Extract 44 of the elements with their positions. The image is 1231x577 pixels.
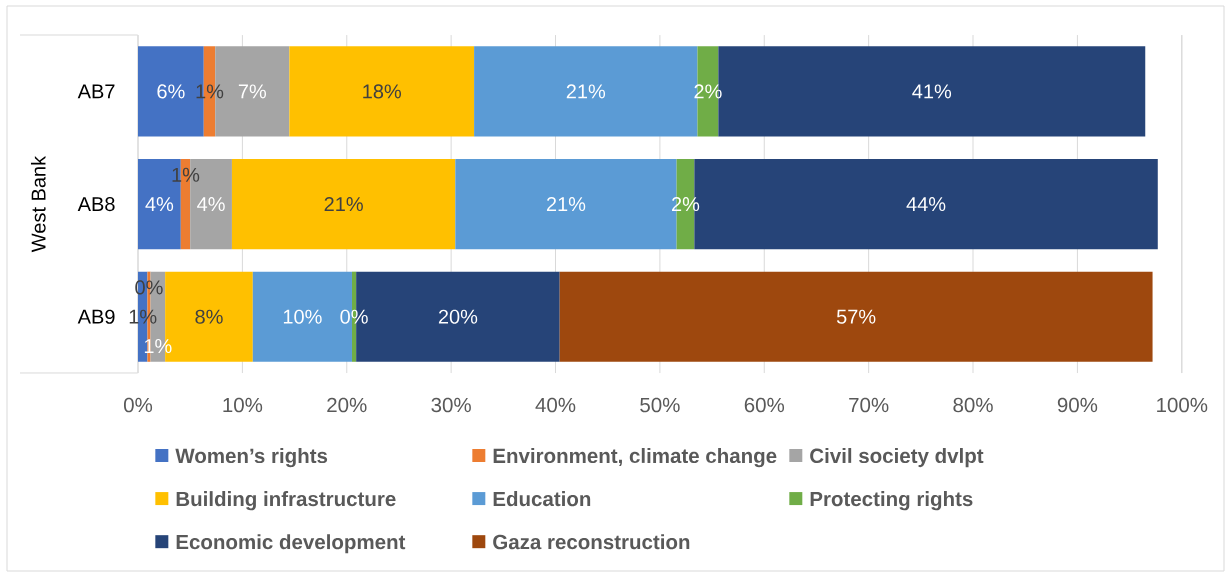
data-label: 20% [438,309,478,324]
legend-label: Protecting rights [810,491,973,511]
x-tick-label: 40% [535,397,576,413]
bar [559,271,1153,362]
x-tick-label: 20% [327,397,367,413]
x-tick-label: 0% [123,397,153,413]
legend-label: Economic development [176,534,406,554]
data-label: 8% [195,309,223,324]
y-tick-label: AB8 [77,196,115,212]
data-label: 0% [135,280,163,295]
legend-label: Gaza reconstruction [493,534,690,550]
y-tick-label: AB7 [77,84,115,99]
data-label: 21% [566,84,606,99]
data-label: 21% [324,197,363,212]
data-label: 18% [363,84,402,99]
x-tick-label: 50% [640,397,680,413]
legend-label: Environment, climate change [493,448,777,468]
legend-label: Women’s rights [175,448,328,468]
data-label: 1% [129,309,157,324]
legend-label: Education [493,491,591,507]
bar [289,46,475,137]
data-label: 7% [238,84,267,99]
data-label: 4% [197,197,225,212]
y-tick-label: AB9 [77,309,115,324]
x-tick-label: 70% [849,397,889,413]
x-tick-label: 60% [744,397,785,413]
data-label: 41% [912,84,952,99]
x-tick-label: 80% [953,397,993,413]
x-tick-label: 90% [1057,397,1098,413]
data-label: 6% [157,84,185,99]
x-tick-label: 30% [431,397,471,413]
bar [231,159,456,250]
data-label: 1% [196,84,224,99]
legend-label: Building infrastructure [176,491,396,511]
data-label: 21% [546,197,586,212]
y-axis-title: West Bank [30,155,46,253]
data-label: 1% [172,167,200,182]
x-tick-label: 10% [223,397,263,413]
x-tick-label: 100% [1157,397,1208,413]
data-label: 4% [145,197,174,212]
legend-label: Civil society dvlpt [810,448,984,468]
data-label: 57% [836,309,876,324]
data-label: 10% [283,309,322,324]
data-label: 44% [906,197,946,212]
